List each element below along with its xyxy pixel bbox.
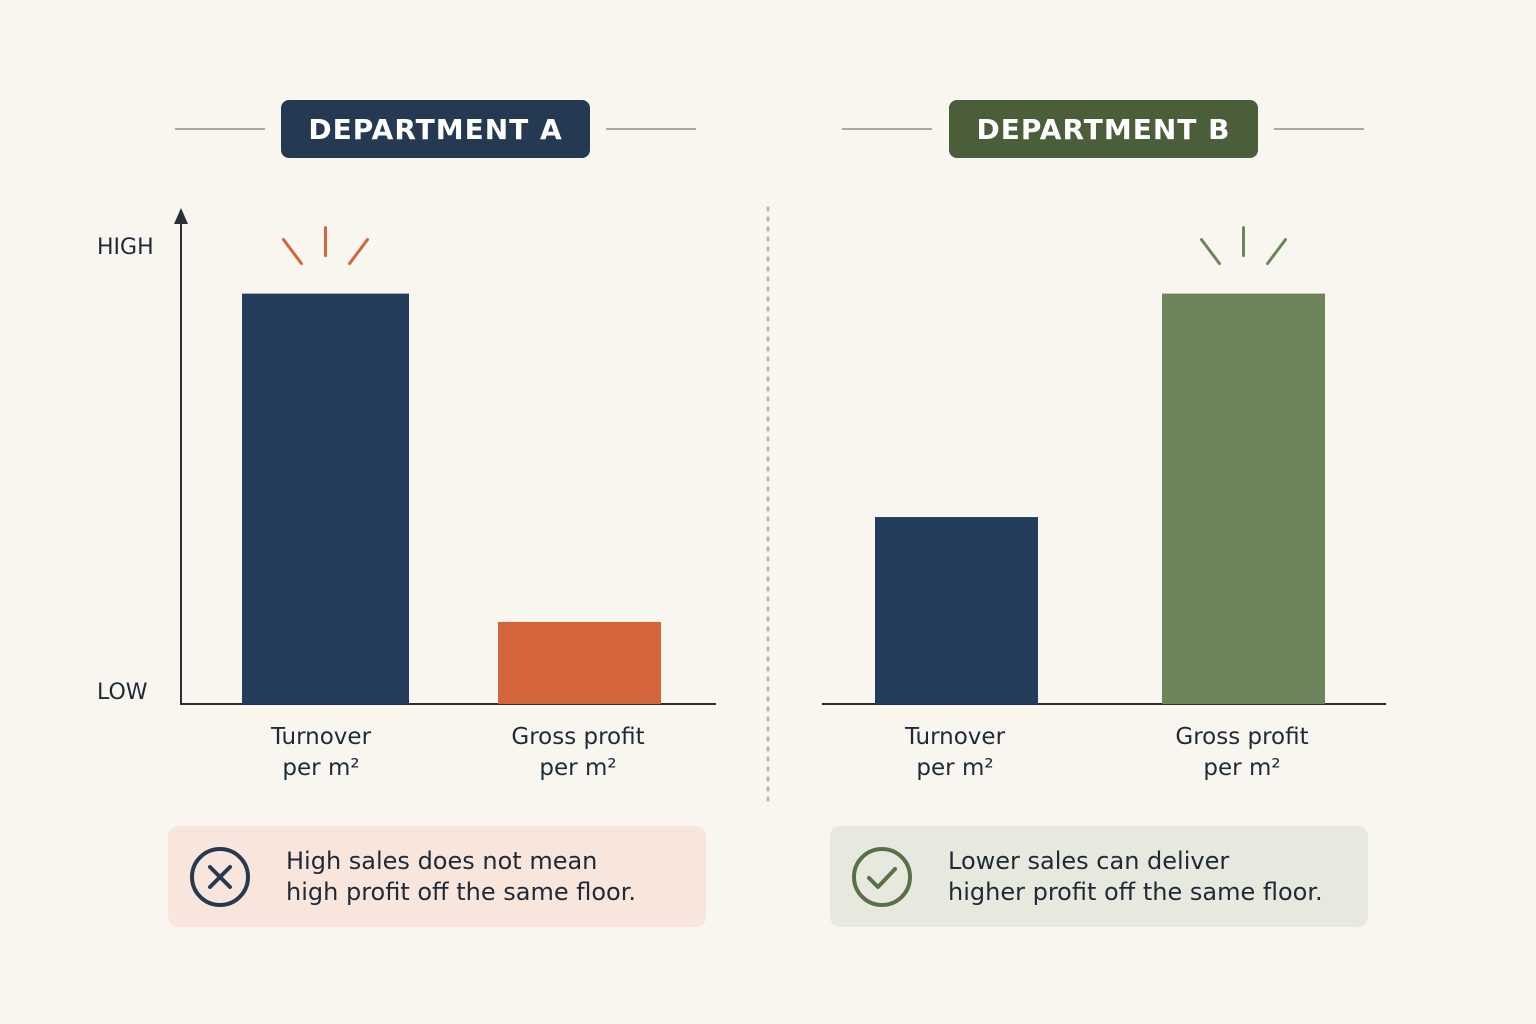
department-a-badge: DEPARTMENT A bbox=[281, 100, 590, 158]
a-category-gross-profit-line2: per m² bbox=[539, 755, 617, 781]
department-b-note-line1: Lower sales can deliver bbox=[948, 846, 1230, 875]
y-axis-arrow-icon bbox=[174, 208, 188, 224]
title-rule-left-a bbox=[175, 128, 265, 130]
title-rule-right-a bbox=[606, 128, 696, 130]
x-circle-icon bbox=[190, 846, 250, 907]
title-rule-right-b bbox=[1274, 128, 1364, 130]
department-a-title: DEPARTMENT A bbox=[308, 112, 563, 146]
b-bar-gross-profit bbox=[1162, 293, 1325, 704]
b-category-gross-profit-line1: Gross profit bbox=[1175, 724, 1309, 750]
y-axis-low-label: LOW bbox=[97, 680, 148, 705]
a-category-turnover-line1: Turnover bbox=[270, 724, 372, 750]
b-category-turnover-label: Turnover per m² bbox=[845, 722, 1065, 784]
department-b-note-text: Lower sales can deliver higher profit of… bbox=[948, 846, 1323, 908]
department-b-badge: DEPARTMENT B bbox=[949, 100, 1258, 158]
department-b-note: Lower sales can deliver higher profit of… bbox=[830, 826, 1368, 927]
a-category-gross-profit-line1: Gross profit bbox=[511, 724, 645, 750]
a-bar-gross-profit bbox=[498, 621, 661, 704]
a-category-turnover-line2: per m² bbox=[282, 755, 360, 781]
b-category-gross-profit-label: Gross profit per m² bbox=[1132, 722, 1352, 784]
department-b-note-line2: higher profit off the same floor. bbox=[948, 877, 1323, 906]
check-circle-icon bbox=[852, 846, 912, 907]
title-rule-left-b bbox=[842, 128, 932, 130]
a-highlight-ray-left bbox=[282, 238, 303, 266]
department-a-note-text: High sales does not mean high profit off… bbox=[286, 846, 636, 908]
department-b-title: DEPARTMENT B bbox=[976, 112, 1231, 146]
b-category-turnover-line2: per m² bbox=[916, 755, 994, 781]
y-axis-high-label: HIGH bbox=[97, 235, 154, 260]
a-category-turnover-label: Turnover per m² bbox=[211, 722, 431, 784]
b-category-gross-profit-line2: per m² bbox=[1203, 755, 1281, 781]
department-a-note-line2: high profit off the same floor. bbox=[286, 877, 636, 906]
b-highlight-ray-left bbox=[1200, 238, 1221, 266]
b-bar-turnover bbox=[875, 517, 1038, 704]
department-a-note-line1: High sales does not mean bbox=[286, 846, 598, 875]
a-category-gross-profit-label: Gross profit per m² bbox=[468, 722, 688, 784]
a-bar-turnover bbox=[242, 293, 409, 704]
b-category-turnover-line1: Turnover bbox=[904, 724, 1006, 750]
department-a-note: High sales does not mean high profit off… bbox=[168, 826, 706, 927]
b-highlight-ray-right bbox=[1266, 238, 1287, 266]
a-highlight-ray-right bbox=[348, 238, 369, 266]
